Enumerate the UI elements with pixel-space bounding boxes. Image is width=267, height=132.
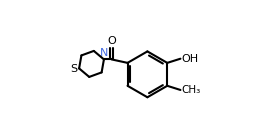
Text: O: O <box>107 36 116 46</box>
Text: OH: OH <box>181 54 198 64</box>
Text: CH₃: CH₃ <box>181 85 201 95</box>
Text: S: S <box>70 64 77 74</box>
Text: N: N <box>100 48 108 58</box>
